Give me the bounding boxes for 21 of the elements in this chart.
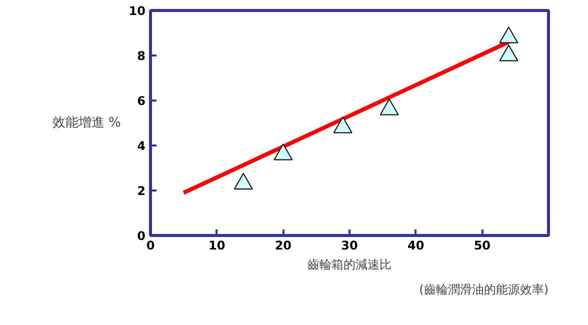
point [234,172,253,190]
y-tick-label: 10 [128,4,146,18]
text: (齒輪潤滑油的能源效率) [419,282,549,296]
x-tick-label: 10 [208,238,226,252]
x-tick-label: 50 [474,238,491,252]
x-tick-label: 20 [274,238,292,252]
point [499,26,518,44]
y-tick-label: 2 [137,184,146,198]
y-tick-label: 6 [137,94,146,108]
x-tick-label: 30 [341,238,358,252]
point [333,116,352,134]
x-tick-label: 0 [146,238,155,252]
x-axis-title: 齒輪箱的減速比 [308,258,392,272]
y-tick-label: 4 [137,139,146,153]
point [499,44,518,62]
x-tick-label: 40 [407,238,424,252]
point [380,98,399,116]
y-axis-title: 效能增進 % [52,116,121,130]
y-tick-label: 8 [137,49,146,63]
point [274,144,293,160]
y-tick-label: 0 [137,229,146,243]
